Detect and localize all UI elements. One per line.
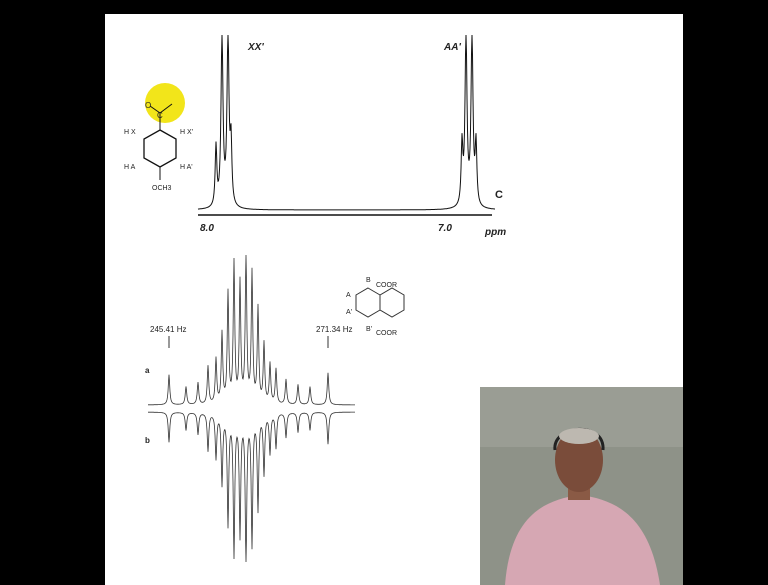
- person-hair: [559, 428, 599, 444]
- frequency-label: 245.41 Hz: [150, 325, 186, 334]
- atom: COOR: [376, 330, 397, 337]
- atom: B': [366, 326, 372, 333]
- trace-label: b: [145, 436, 150, 445]
- atom: H X: [124, 129, 136, 136]
- trace-label: a: [145, 366, 150, 375]
- page: {"slide": { "top_spectrum": {"label_left…: [0, 0, 768, 585]
- screen: XX' AA' C 8.0 7.0 ppm O C H X H X' H A H…: [0, 0, 768, 585]
- peak-label: XX': [247, 42, 264, 53]
- axis-unit: ppm: [484, 227, 506, 238]
- frequency-label: 271.34 Hz: [316, 325, 352, 334]
- atom: B: [366, 277, 371, 284]
- atom: H X': [180, 129, 193, 136]
- atom: A': [346, 309, 352, 316]
- atom: H A: [124, 164, 136, 171]
- panel-label: C: [495, 189, 503, 201]
- atom: OCH3: [152, 185, 172, 192]
- tick-label: 8.0: [200, 223, 214, 234]
- peak-label: AA': [443, 42, 461, 53]
- atom: COOR: [376, 282, 397, 289]
- atom: A: [346, 292, 351, 299]
- tick-label: 7.0: [438, 223, 452, 234]
- webcam: [480, 387, 683, 585]
- atom: C: [157, 111, 163, 120]
- atom: O: [145, 101, 151, 110]
- atom: H A': [180, 164, 193, 171]
